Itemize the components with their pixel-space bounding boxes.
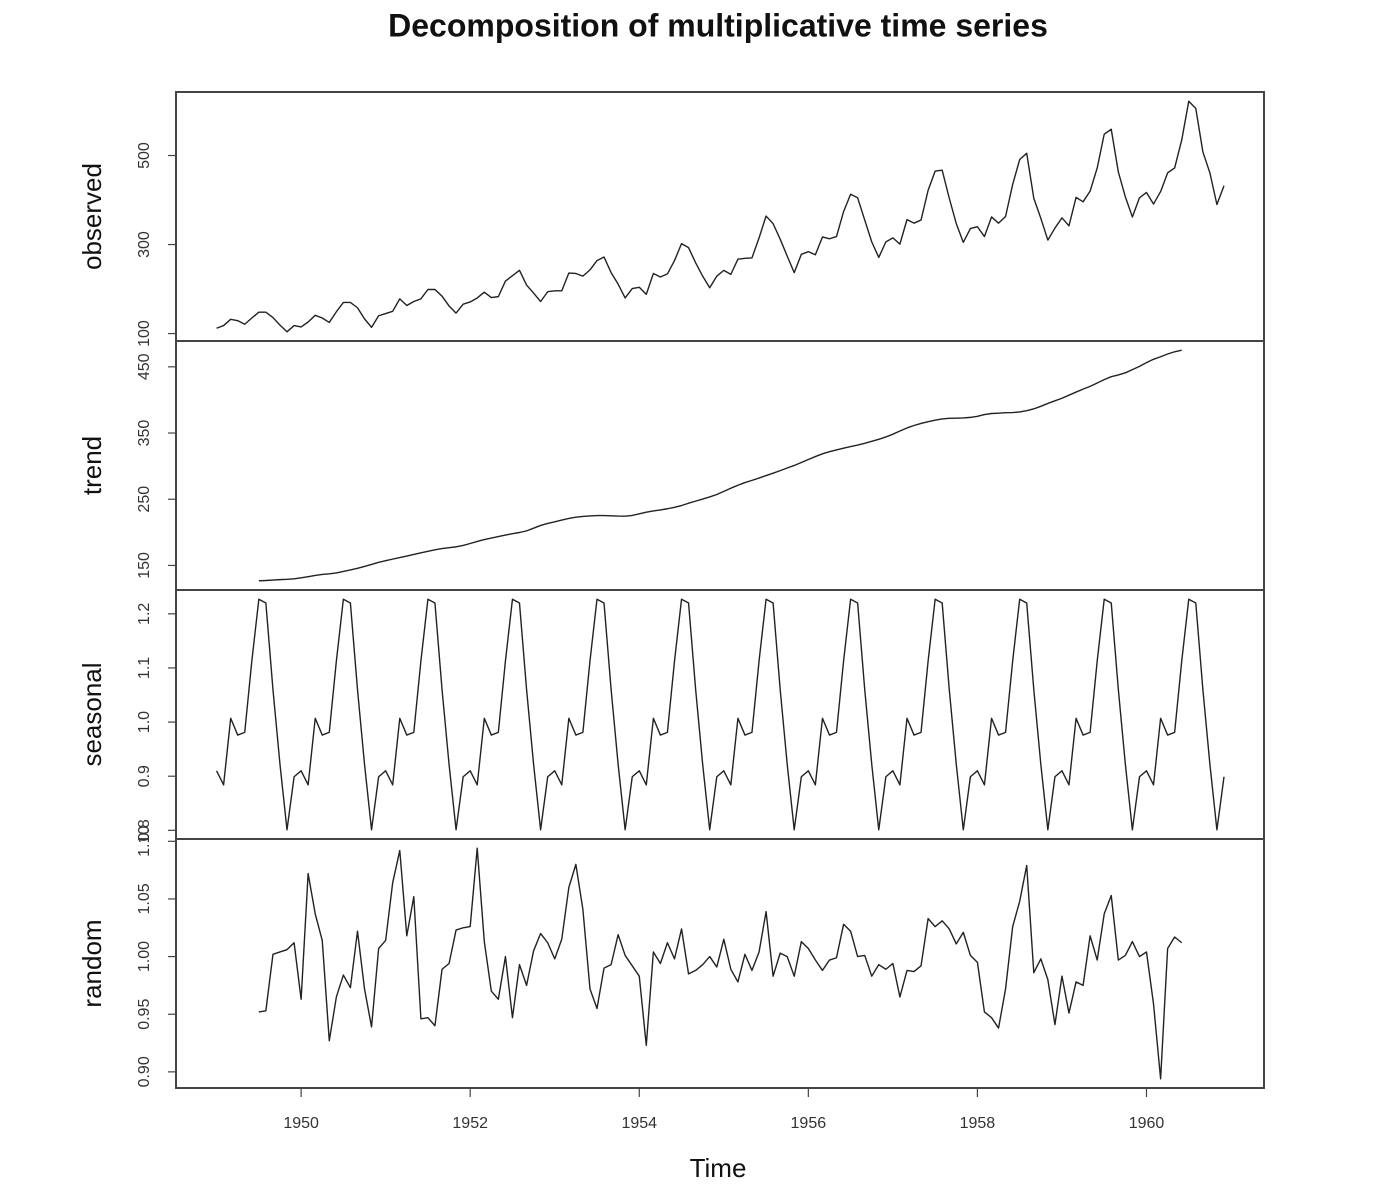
panel-frame	[175, 340, 1265, 591]
y-tick-label: 0.8	[136, 819, 153, 841]
y-tick-label: 450	[136, 353, 153, 380]
y-axis-label: trend	[77, 436, 107, 495]
x-tick-label: 1950	[283, 1115, 319, 1132]
y-tick-label: 1.0	[136, 711, 153, 733]
y-tick-label: 1.05	[136, 883, 153, 914]
y-tick-label: 250	[136, 486, 153, 513]
y-tick-label: 350	[136, 420, 153, 447]
series-line	[258, 847, 1183, 1080]
x-tick-label: 1956	[791, 1115, 827, 1132]
y-tick-label: 0.90	[136, 1056, 153, 1087]
y-tick-label: 500	[136, 142, 153, 169]
y-tick-label: 300	[136, 231, 153, 258]
y-tick-label: 1.1	[136, 657, 153, 679]
series-line	[258, 349, 1182, 582]
chart-title: Decomposition of multiplicative time ser…	[388, 7, 1048, 43]
y-tick-label: 0.95	[136, 999, 153, 1030]
x-tick-label: 1958	[960, 1115, 996, 1132]
panel-frame	[175, 838, 1265, 1089]
y-tick-label: 100	[136, 320, 153, 347]
y-axis-label: observed	[77, 163, 107, 270]
x-axis-label: Time	[690, 1153, 747, 1183]
y-axis-label: seasonal	[77, 662, 107, 766]
y-tick-label: 1.2	[136, 603, 153, 625]
x-tick-label: 1952	[452, 1115, 488, 1132]
x-tick-label: 1954	[621, 1115, 657, 1132]
y-axis-label: random	[77, 919, 107, 1007]
series-line	[216, 100, 1225, 333]
y-tick-label: 0.9	[136, 765, 153, 787]
y-tick-label: 150	[136, 552, 153, 579]
y-tick-label: 1.00	[136, 941, 153, 972]
series-line	[215, 598, 1225, 831]
x-tick-label: 1960	[1129, 1115, 1165, 1132]
y-tick-label: 1.10	[136, 826, 153, 857]
panel-frame	[175, 91, 1265, 342]
